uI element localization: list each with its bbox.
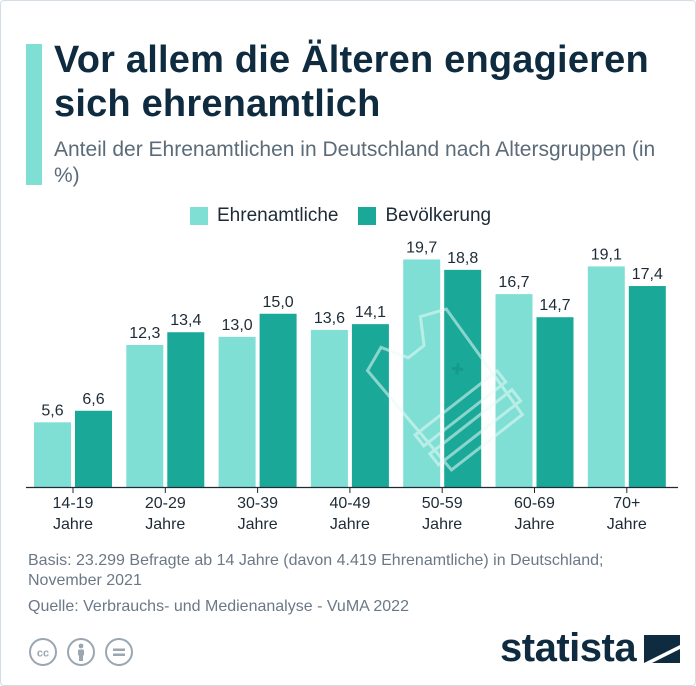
brand-name: statista (500, 626, 637, 670)
bar-ehrenamtliche-1 (34, 422, 71, 487)
bar-ehrenamtliche-3 (218, 336, 256, 487)
data-label-bevoelkerung-5: 18,8 (447, 250, 478, 267)
chart-subtitle: Anteil der Ehrenamtlichen in Deutschland… (54, 138, 656, 187)
bar-ehrenamtliche-2 (126, 344, 164, 487)
x-tick-label-6-line-2: Jahre (514, 516, 554, 533)
page-title: Vor allem die Älteren engagieren sich eh… (54, 39, 649, 125)
bar-bevoelkerung-2 (167, 332, 205, 487)
data-label-ehrenamtliche-2: 12,3 (129, 325, 160, 342)
bar-ehrenamtliche-5 (403, 259, 441, 487)
x-tick-label-5-line-1: 50-59 (422, 495, 463, 512)
footnote-source: Quelle: Verbrauchs- und Medienanalyse - … (28, 598, 409, 615)
statista-brand[interactable]: statista (500, 626, 682, 671)
data-label-bevoelkerung-2: 13,4 (170, 312, 201, 329)
data-label-ehrenamtliche-1: 5,6 (41, 402, 63, 419)
bar-bevoelkerung-4 (351, 324, 389, 487)
bar-bevoelkerung-3 (259, 313, 297, 487)
x-tick-label-2-line-2: Jahre (145, 516, 185, 533)
legend-item-ehrenamtliche: Ehrenamtliche (190, 205, 338, 227)
legend-swatch-ehrenamtliche (190, 207, 208, 225)
legend-swatch-bevoelkerung (358, 207, 377, 225)
x-tick-label-7-line-1: 70+ (613, 495, 640, 512)
statista-logo-icon (644, 634, 681, 663)
x-tick-label-7-line-2: Jahre (607, 516, 647, 533)
data-label-ehrenamtliche-6: 16,7 (498, 274, 529, 291)
x-tick-label-6-line-1: 60-69 (514, 495, 555, 512)
chart-legend: Ehrenamtliche Bevölkerung (190, 204, 511, 228)
legend-item-bevoelkerung: Bevölkerung (358, 205, 491, 227)
data-label-bevoelkerung-7: 17,4 (632, 266, 663, 283)
no-derivatives-icon[interactable] (104, 637, 134, 667)
bar-bevoelkerung-6 (536, 317, 574, 487)
footnote: Basis: 23.299 Befragte ab 14 Jahre (davo… (28, 551, 678, 617)
data-label-bevoelkerung-3: 15,0 (263, 294, 294, 311)
x-tick-label-1-line-1: 14-19 (53, 495, 94, 512)
legend-label-bevoelkerung: Bevölkerung (385, 205, 492, 226)
bar-chart: 5,6 6,6 14-19 Jahre 12,3 13,4 20-29 Jahre 13,0 15… (26, 239, 678, 533)
creative-commons-icon[interactable]: cc (28, 637, 58, 667)
title-accent-bar (26, 44, 42, 185)
svg-text:cc: cc (37, 648, 49, 660)
data-label-bevoelkerung-1: 6,6 (82, 391, 104, 408)
bar-ehrenamtliche-4 (310, 329, 348, 487)
vest-icon (365, 307, 525, 473)
legend-label-ehrenamtliche: Ehrenamtliche (217, 205, 339, 226)
license-icons: cc (28, 637, 142, 667)
data-label-bevoelkerung-6: 14,7 (539, 297, 570, 314)
x-tick-label-4-line-2: Jahre (330, 516, 370, 533)
x-tick-label-1-line-2: Jahre (53, 516, 93, 533)
data-label-ehrenamtliche-7: 19,1 (591, 246, 622, 263)
data-label-ehrenamtliche-5: 19,7 (406, 239, 437, 256)
x-tick-label-5-line-2: Jahre (422, 516, 462, 533)
bar-ehrenamtliche-7 (587, 266, 625, 487)
data-label-bevoelkerung-4: 14,1 (355, 304, 386, 321)
x-tick-label-3-line-1: 30-39 (237, 495, 278, 512)
data-label-ehrenamtliche-4: 13,6 (314, 310, 345, 327)
bar-bevoelkerung-7 (628, 286, 666, 487)
footnote-basis: Basis: 23.299 Befragte ab 14 Jahre (davo… (28, 552, 604, 589)
x-tick-label-3-line-2: Jahre (238, 516, 278, 533)
x-tick-label-4-line-1: 40-49 (329, 495, 370, 512)
x-tick-label-2-line-1: 20-29 (145, 495, 186, 512)
data-label-ehrenamtliche-3: 13,0 (222, 317, 253, 334)
bar-bevoelkerung-1 (75, 410, 112, 487)
attribution-icon[interactable] (66, 637, 96, 667)
